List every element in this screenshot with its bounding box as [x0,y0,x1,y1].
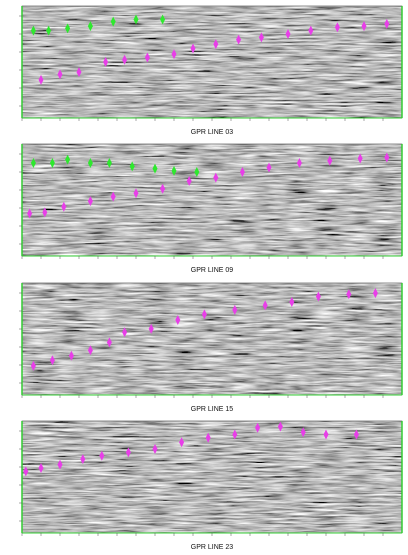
magenta-marker [122,327,128,338]
magenta-marker [384,152,390,163]
panel-caption: GPR LINE 15 [191,406,234,413]
green-marker [65,154,71,165]
green-marker [152,163,158,174]
magenta-marker [144,52,150,63]
magenta-marker [103,57,109,67]
magenta-marker [76,67,82,78]
magenta-marker [30,360,36,371]
magenta-marker [106,337,112,348]
magenta-marker [213,39,219,50]
magenta-marker [110,191,116,202]
green-marker [129,161,135,172]
magenta-marker [42,207,48,218]
magenta-marker [68,350,74,361]
magenta-marker [262,300,268,311]
magenta-marker [201,309,207,320]
magenta-marker [372,288,378,299]
green-marker [30,25,36,36]
magenta-marker [296,158,302,169]
green-marker [87,158,93,169]
magenta-marker [323,429,329,440]
green-marker [171,165,177,176]
magenta-marker [160,183,166,194]
magenta-marker [327,155,333,166]
magenta-marker [175,314,181,325]
magenta-marker [38,463,44,474]
magenta-marker [357,153,363,164]
magenta-marker [300,427,306,438]
magenta-marker [384,18,390,29]
magenta-marker [57,69,63,80]
magenta-marker [277,421,283,432]
magenta-marker [99,450,105,461]
green-marker [49,158,55,169]
magenta-marker [171,49,177,60]
green-marker [30,158,36,169]
magenta-marker [285,29,291,39]
green-marker [194,167,200,177]
magenta-marker [308,25,314,36]
magenta-marker [179,437,185,448]
green-marker [160,14,166,25]
green-marker [133,14,139,25]
magenta-marker [186,175,192,186]
radargram [22,144,402,256]
magenta-marker [87,196,93,207]
magenta-marker [57,459,63,470]
magenta-marker [346,289,352,300]
panel-caption: GPR LINE 09 [191,267,234,274]
magenta-marker [334,22,340,33]
panel-caption: GPR LINE 03 [191,129,234,136]
magenta-marker [205,432,211,443]
magenta-marker [190,43,196,54]
magenta-marker [353,429,359,440]
green-marker [110,16,116,27]
green-marker [106,158,112,169]
magenta-marker [255,422,261,433]
magenta-marker [122,54,128,65]
magenta-marker [23,466,29,477]
magenta-marker [315,291,321,302]
magenta-marker [148,323,154,334]
panel-caption: GPR LINE 23 [191,544,234,550]
radargram [22,283,402,395]
magenta-marker [232,304,238,315]
magenta-marker [232,429,238,440]
magenta-marker [49,355,55,366]
magenta-marker [258,32,264,43]
magenta-marker [266,162,272,173]
magenta-marker [236,34,242,45]
magenta-marker [125,447,131,458]
radargram [22,6,402,118]
magenta-marker [87,345,93,356]
magenta-marker [61,201,67,212]
magenta-marker [133,188,139,199]
magenta-marker [361,21,367,32]
magenta-marker [27,208,33,219]
magenta-marker [80,454,86,465]
magenta-marker [213,172,219,183]
magenta-marker [152,444,158,454]
radargram [22,421,402,533]
magenta-marker [38,74,44,85]
green-marker [87,21,93,32]
magenta-marker [239,167,245,177]
green-marker [46,25,52,36]
magenta-marker [289,297,295,308]
green-marker [65,23,71,34]
